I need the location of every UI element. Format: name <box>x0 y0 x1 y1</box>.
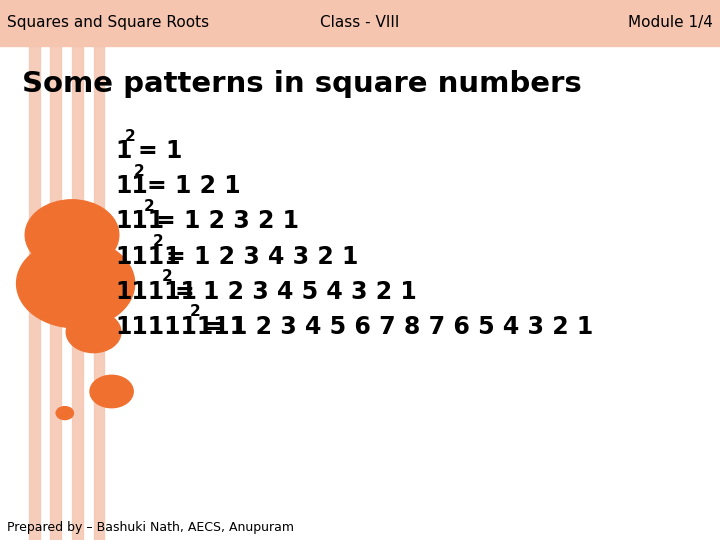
Circle shape <box>17 239 135 328</box>
Bar <box>50 46 61 540</box>
Bar <box>72 46 83 540</box>
Text: Prepared by – Bashuki Nath, AECS, Anupuram: Prepared by – Bashuki Nath, AECS, Anupur… <box>7 521 294 534</box>
Text: = 1 2 3 4 3 2 1: = 1 2 3 4 3 2 1 <box>166 245 358 268</box>
Text: 2: 2 <box>190 304 201 319</box>
Text: = 1 2 3 4 5 6 7 8 7 6 5 4 3 2 1: = 1 2 3 4 5 6 7 8 7 6 5 4 3 2 1 <box>203 315 593 339</box>
Text: 11111: 11111 <box>115 280 197 303</box>
Text: 11: 11 <box>115 174 148 198</box>
Text: Squares and Square Roots: Squares and Square Roots <box>7 16 210 30</box>
Bar <box>94 46 104 540</box>
Circle shape <box>25 200 119 270</box>
Bar <box>0 0 720 46</box>
Text: Class - VIII: Class - VIII <box>320 16 400 30</box>
Text: 1111: 1111 <box>115 245 181 268</box>
Text: = 1 2 3 4 5 4 3 2 1: = 1 2 3 4 5 4 3 2 1 <box>175 280 417 303</box>
Text: 2: 2 <box>143 199 154 214</box>
Text: = 1 2 1: = 1 2 1 <box>147 174 240 198</box>
Text: 11111111: 11111111 <box>115 315 246 339</box>
Text: = 1: = 1 <box>138 139 182 163</box>
Text: 111: 111 <box>115 210 164 233</box>
Text: 2: 2 <box>134 164 145 179</box>
Circle shape <box>90 375 133 408</box>
Text: 2: 2 <box>125 129 135 144</box>
Text: Module 1/4: Module 1/4 <box>628 16 713 30</box>
Text: Some patterns in square numbers: Some patterns in square numbers <box>22 70 581 98</box>
Text: = 1 2 3 2 1: = 1 2 3 2 1 <box>156 210 300 233</box>
Text: 2: 2 <box>153 234 163 249</box>
Circle shape <box>56 407 73 420</box>
Text: 2: 2 <box>162 269 173 284</box>
Bar <box>29 46 40 540</box>
Text: 1: 1 <box>115 139 132 163</box>
Circle shape <box>66 312 121 353</box>
